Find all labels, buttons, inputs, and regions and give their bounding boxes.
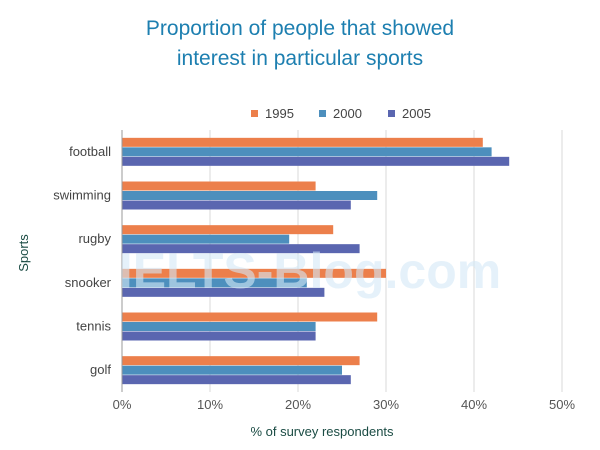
x-tick-labels: 0% 10% 20% 30% 40% 50% <box>113 397 576 412</box>
bar-rugby-2000 <box>122 234 290 244</box>
x-axis-title: % of survey respondents <box>250 424 394 439</box>
bar-snooker-2005 <box>122 287 325 297</box>
legend-label: 2005 <box>402 106 431 121</box>
bars <box>122 137 510 385</box>
bar-golf-1995 <box>122 356 360 366</box>
x-tick-label: 10% <box>197 397 223 412</box>
bar-golf-2005 <box>122 375 351 385</box>
y-axis-title: Sports <box>16 234 31 272</box>
chart-title-line-1: Proportion of people that showed <box>145 17 455 40</box>
x-tick-label: 30% <box>373 397 399 412</box>
x-tick-label: 0% <box>113 397 132 412</box>
bar-rugby-2005 <box>122 244 360 254</box>
watermark-logo: IELTS-Blog.com <box>119 243 501 299</box>
bar-rugby-1995 <box>122 225 334 235</box>
legend-swatch <box>251 110 258 117</box>
bar-snooker-1995 <box>122 268 386 278</box>
category-label: rugby <box>78 231 111 246</box>
legend-label: 1995 <box>265 106 294 121</box>
gridlines <box>209 130 563 392</box>
bar-swimming-2005 <box>122 200 351 210</box>
legend-swatch <box>388 110 395 117</box>
chart-title: Proportion of people that showed interes… <box>0 14 600 74</box>
bar-golf-2000 <box>122 365 342 375</box>
bar-tennis-2000 <box>122 322 316 331</box>
bar-swimming-1995 <box>122 181 316 191</box>
x-tick-label: 50% <box>549 397 575 412</box>
bar-swimming-2000 <box>122 191 378 200</box>
x-tick-label: 40% <box>461 397 487 412</box>
category-label: golf <box>90 362 111 377</box>
bar-football-2005 <box>122 156 510 166</box>
legend: 1995 2000 2005 <box>251 106 431 121</box>
category-label: swimming <box>53 188 111 203</box>
chart-title-line-2: interest in particular sports <box>176 47 424 70</box>
category-label: snooker <box>65 275 112 290</box>
bar-snooker-2000 <box>122 278 307 288</box>
legend-label: 2000 <box>333 106 362 121</box>
bar-football-1995 <box>122 137 483 147</box>
bar-tennis-1995 <box>122 312 378 322</box>
x-tick-label: 20% <box>285 397 311 412</box>
category-label: football <box>69 144 111 159</box>
bar-tennis-2005 <box>122 331 316 341</box>
category-labels: football swimming rugby snooker tennis golf <box>53 144 111 377</box>
category-label: tennis <box>76 319 111 334</box>
bar-football-2000 <box>122 147 492 157</box>
legend-swatch <box>319 110 326 117</box>
